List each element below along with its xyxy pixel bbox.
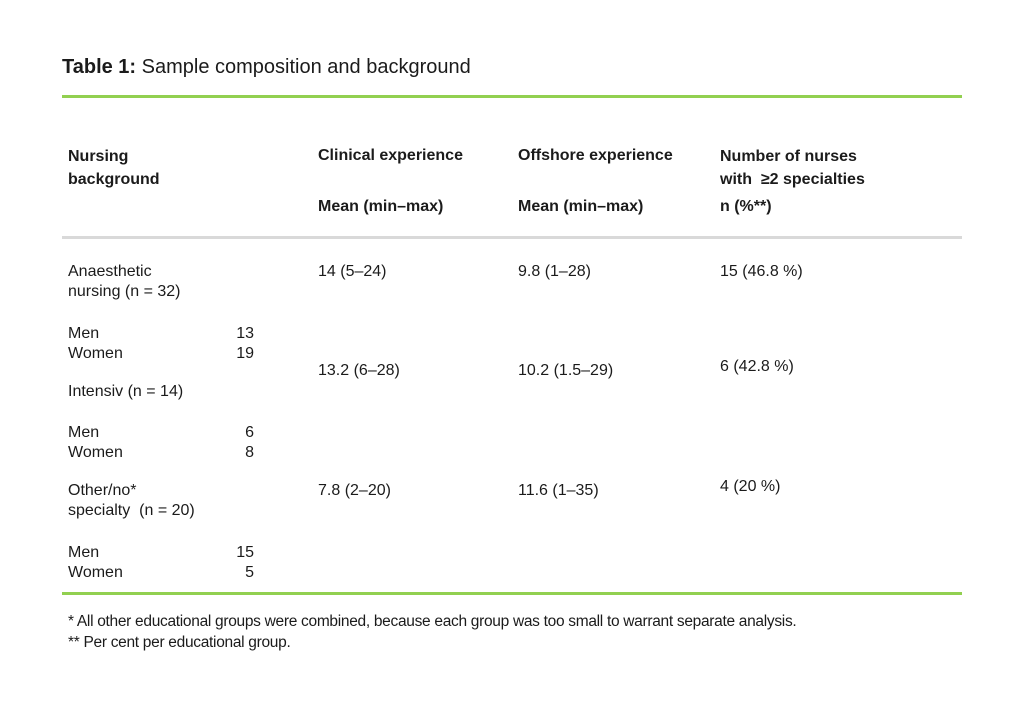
page-title: Table 1: Sample composition and backgrou…	[62, 54, 471, 80]
group1-offshore-value: 9.8 (1–28)	[518, 263, 591, 280]
group1-name: Anaesthetic nursing (n = 32)	[68, 263, 181, 300]
column-subheader-nurses-n: n (%**)	[720, 198, 772, 215]
group3-men-label: Men	[68, 544, 100, 561]
header-divider	[62, 236, 962, 239]
footnote-percent-per-group: ** Per cent per educational group.	[68, 634, 291, 651]
title-divider	[62, 95, 962, 98]
group2-men-value: 6	[245, 424, 254, 441]
group1-men-label: Men	[68, 325, 100, 342]
column-header-nurses-specialties: Number of nurses with ≥2 specialties	[720, 148, 865, 188]
group2-men-label: Men	[68, 424, 100, 441]
column-subheader-clinical-mean: Mean (min–max)	[318, 198, 444, 215]
group1-women-value: 19	[236, 345, 254, 362]
group3-women-value: 5	[245, 564, 254, 581]
column-header-nursing-background: Nursing background	[68, 148, 160, 188]
footer-divider	[62, 592, 962, 595]
group3-women-label: Women	[68, 564, 123, 581]
table-title-text: Sample composition and background	[136, 56, 471, 78]
column-header-clinical-experience: Clinical experience	[318, 147, 463, 164]
group2-name: Intensiv (n = 14)	[68, 383, 184, 400]
column-header-offshore-experience: Offshore experience	[518, 147, 673, 164]
group3-clinical-value: 7.8 (2–20)	[318, 482, 391, 499]
group1-men-value: 13	[236, 325, 254, 342]
group2-clinical-value: 13.2 (6–28)	[318, 362, 400, 379]
table-number-label: Table 1:	[62, 56, 137, 78]
group2-women-value: 8	[245, 444, 254, 461]
group2-offshore-value: 10.2 (1.5–29)	[518, 362, 614, 379]
group3-men-value: 15	[236, 544, 254, 561]
group3-specialties-value: 4 (20 %)	[720, 478, 781, 495]
group2-specialties-value: 6 (42.8 %)	[720, 358, 794, 375]
column-subheader-offshore-mean: Mean (min–max)	[518, 198, 644, 215]
group2-women-label: Women	[68, 444, 123, 461]
group3-offshore-value: 11.6 (1–35)	[518, 482, 599, 499]
group1-specialties-value: 15 (46.8 %)	[720, 263, 803, 280]
group3-name: Other/no* specialty (n = 20)	[68, 482, 195, 519]
footnote-combined-groups: * All other educational groups were comb…	[68, 613, 797, 630]
group1-clinical-value: 14 (5–24)	[318, 263, 387, 280]
group1-women-label: Women	[68, 345, 123, 362]
